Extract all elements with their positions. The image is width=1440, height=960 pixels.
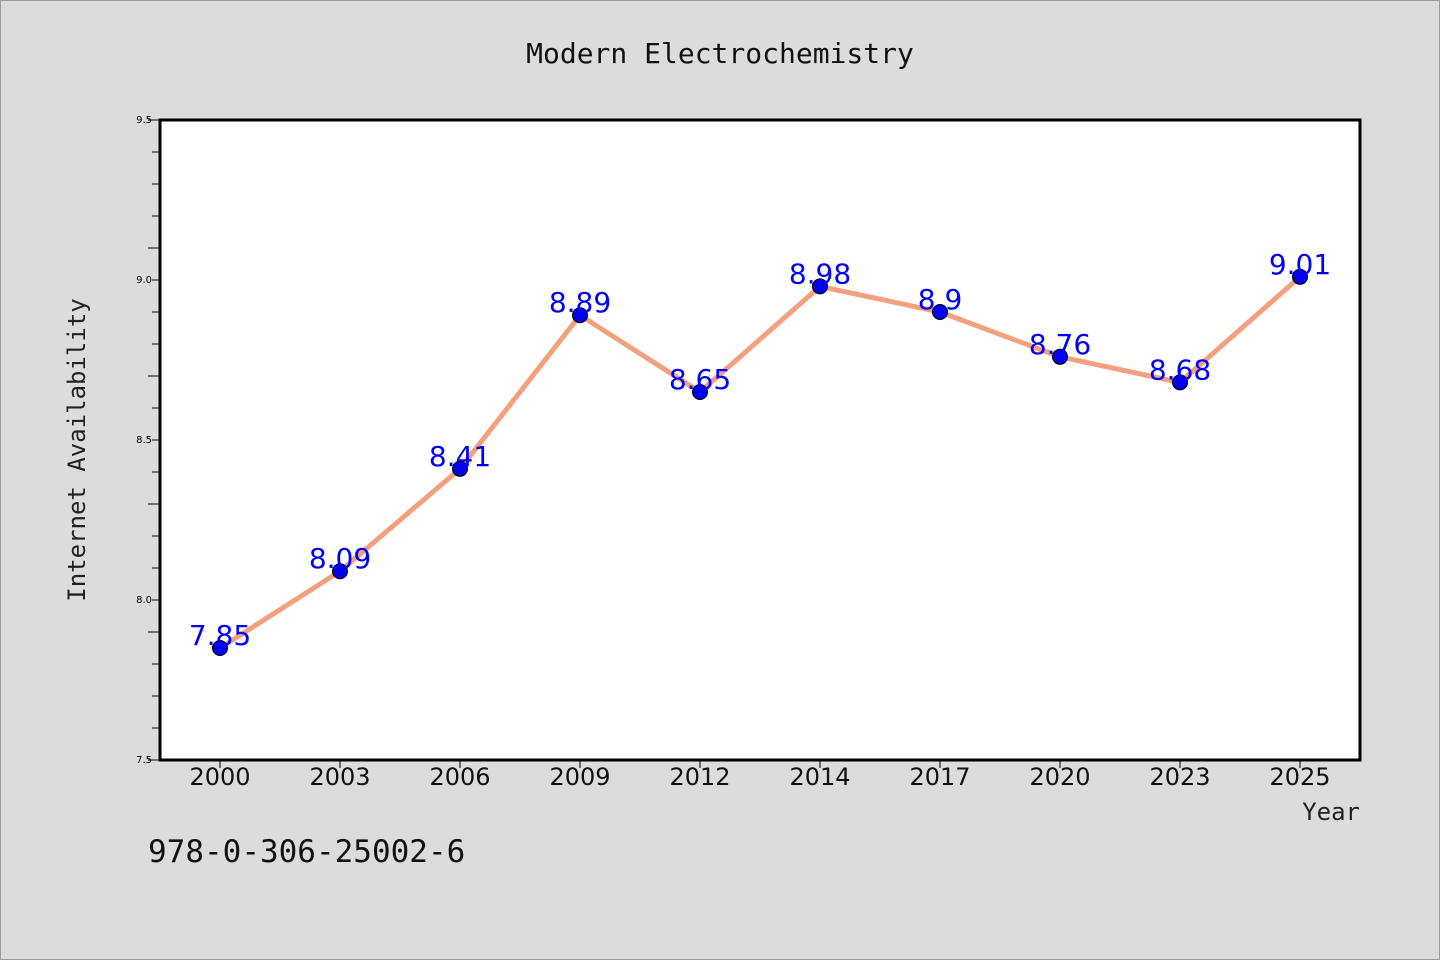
x-tick-label: 2014 — [789, 763, 850, 791]
x-tick-label: 2023 — [1149, 763, 1210, 791]
series-line-group — [217, 274, 1303, 651]
y-tick-label: 7.5 — [136, 755, 152, 766]
x-tick-label: 2003 — [309, 763, 370, 791]
data-point — [332, 563, 348, 580]
x-tick-label: 2012 — [669, 763, 730, 791]
y-tick-label: 8.5 — [136, 435, 152, 446]
x-tick-label: 2009 — [549, 763, 610, 791]
data-label: 8.9 — [918, 283, 963, 316]
x-tick-label: 2020 — [1029, 763, 1090, 791]
y-axis-label: Internet Availability — [63, 298, 91, 601]
y-tick-label: 9.0 — [136, 275, 152, 286]
data-point — [1052, 348, 1068, 365]
y-tick-label: 8.0 — [136, 595, 152, 606]
data-labels-group: 7.85 8.09 8.41 8.89 8.65 8.98 8.9 8.76 8.68 9.01 — [189, 248, 1331, 652]
x-tick-label: 2006 — [429, 763, 490, 791]
plot-area — [158, 118, 1362, 762]
data-point — [692, 384, 708, 400]
x-tick-label: 2025 — [1269, 763, 1330, 791]
data-label: 8.98 — [789, 257, 851, 290]
data-point — [452, 460, 468, 477]
chart-title: Modern Electrochemistry — [526, 37, 914, 70]
x-tick-label: 2000 — [189, 763, 250, 791]
data-point — [1292, 268, 1308, 285]
data-point — [572, 307, 588, 324]
x-axis: 2000 2003 2006 2009 2012 2014 2017 2020 2023 2025 — [189, 760, 1331, 791]
markers-group — [212, 268, 1308, 656]
data-label: 9.01 — [1269, 248, 1331, 281]
data-label: 8.76 — [1029, 328, 1091, 361]
x-axis-label: Year — [1302, 798, 1360, 826]
data-point — [812, 278, 828, 295]
series-line — [217, 274, 1303, 651]
data-label: 7.85 — [189, 619, 251, 652]
data-label: 8.65 — [669, 363, 731, 396]
data-point — [932, 304, 948, 320]
data-label: 8.68 — [1149, 353, 1211, 386]
data-label: 8.09 — [309, 542, 371, 575]
data-point — [212, 640, 228, 656]
isbn-text: 978-0-306-25002-6 — [148, 834, 466, 870]
data-point — [1172, 374, 1188, 391]
y-tick-label: 9.5 — [136, 115, 152, 126]
y-axis: 7.5 8.0 8.5 9.0 9.5 — [136, 115, 160, 766]
data-label: 8.41 — [429, 440, 491, 473]
x-tick-label: 2017 — [909, 763, 970, 791]
data-label: 8.89 — [549, 286, 611, 319]
